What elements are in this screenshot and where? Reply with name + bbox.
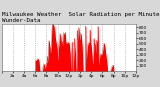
Text: Milwaukee Weather  Solar Radiation per Minute W/m2  (Last 24 Hours)
Wunder-Data: Milwaukee Weather Solar Radiation per Mi… [2, 12, 160, 23]
